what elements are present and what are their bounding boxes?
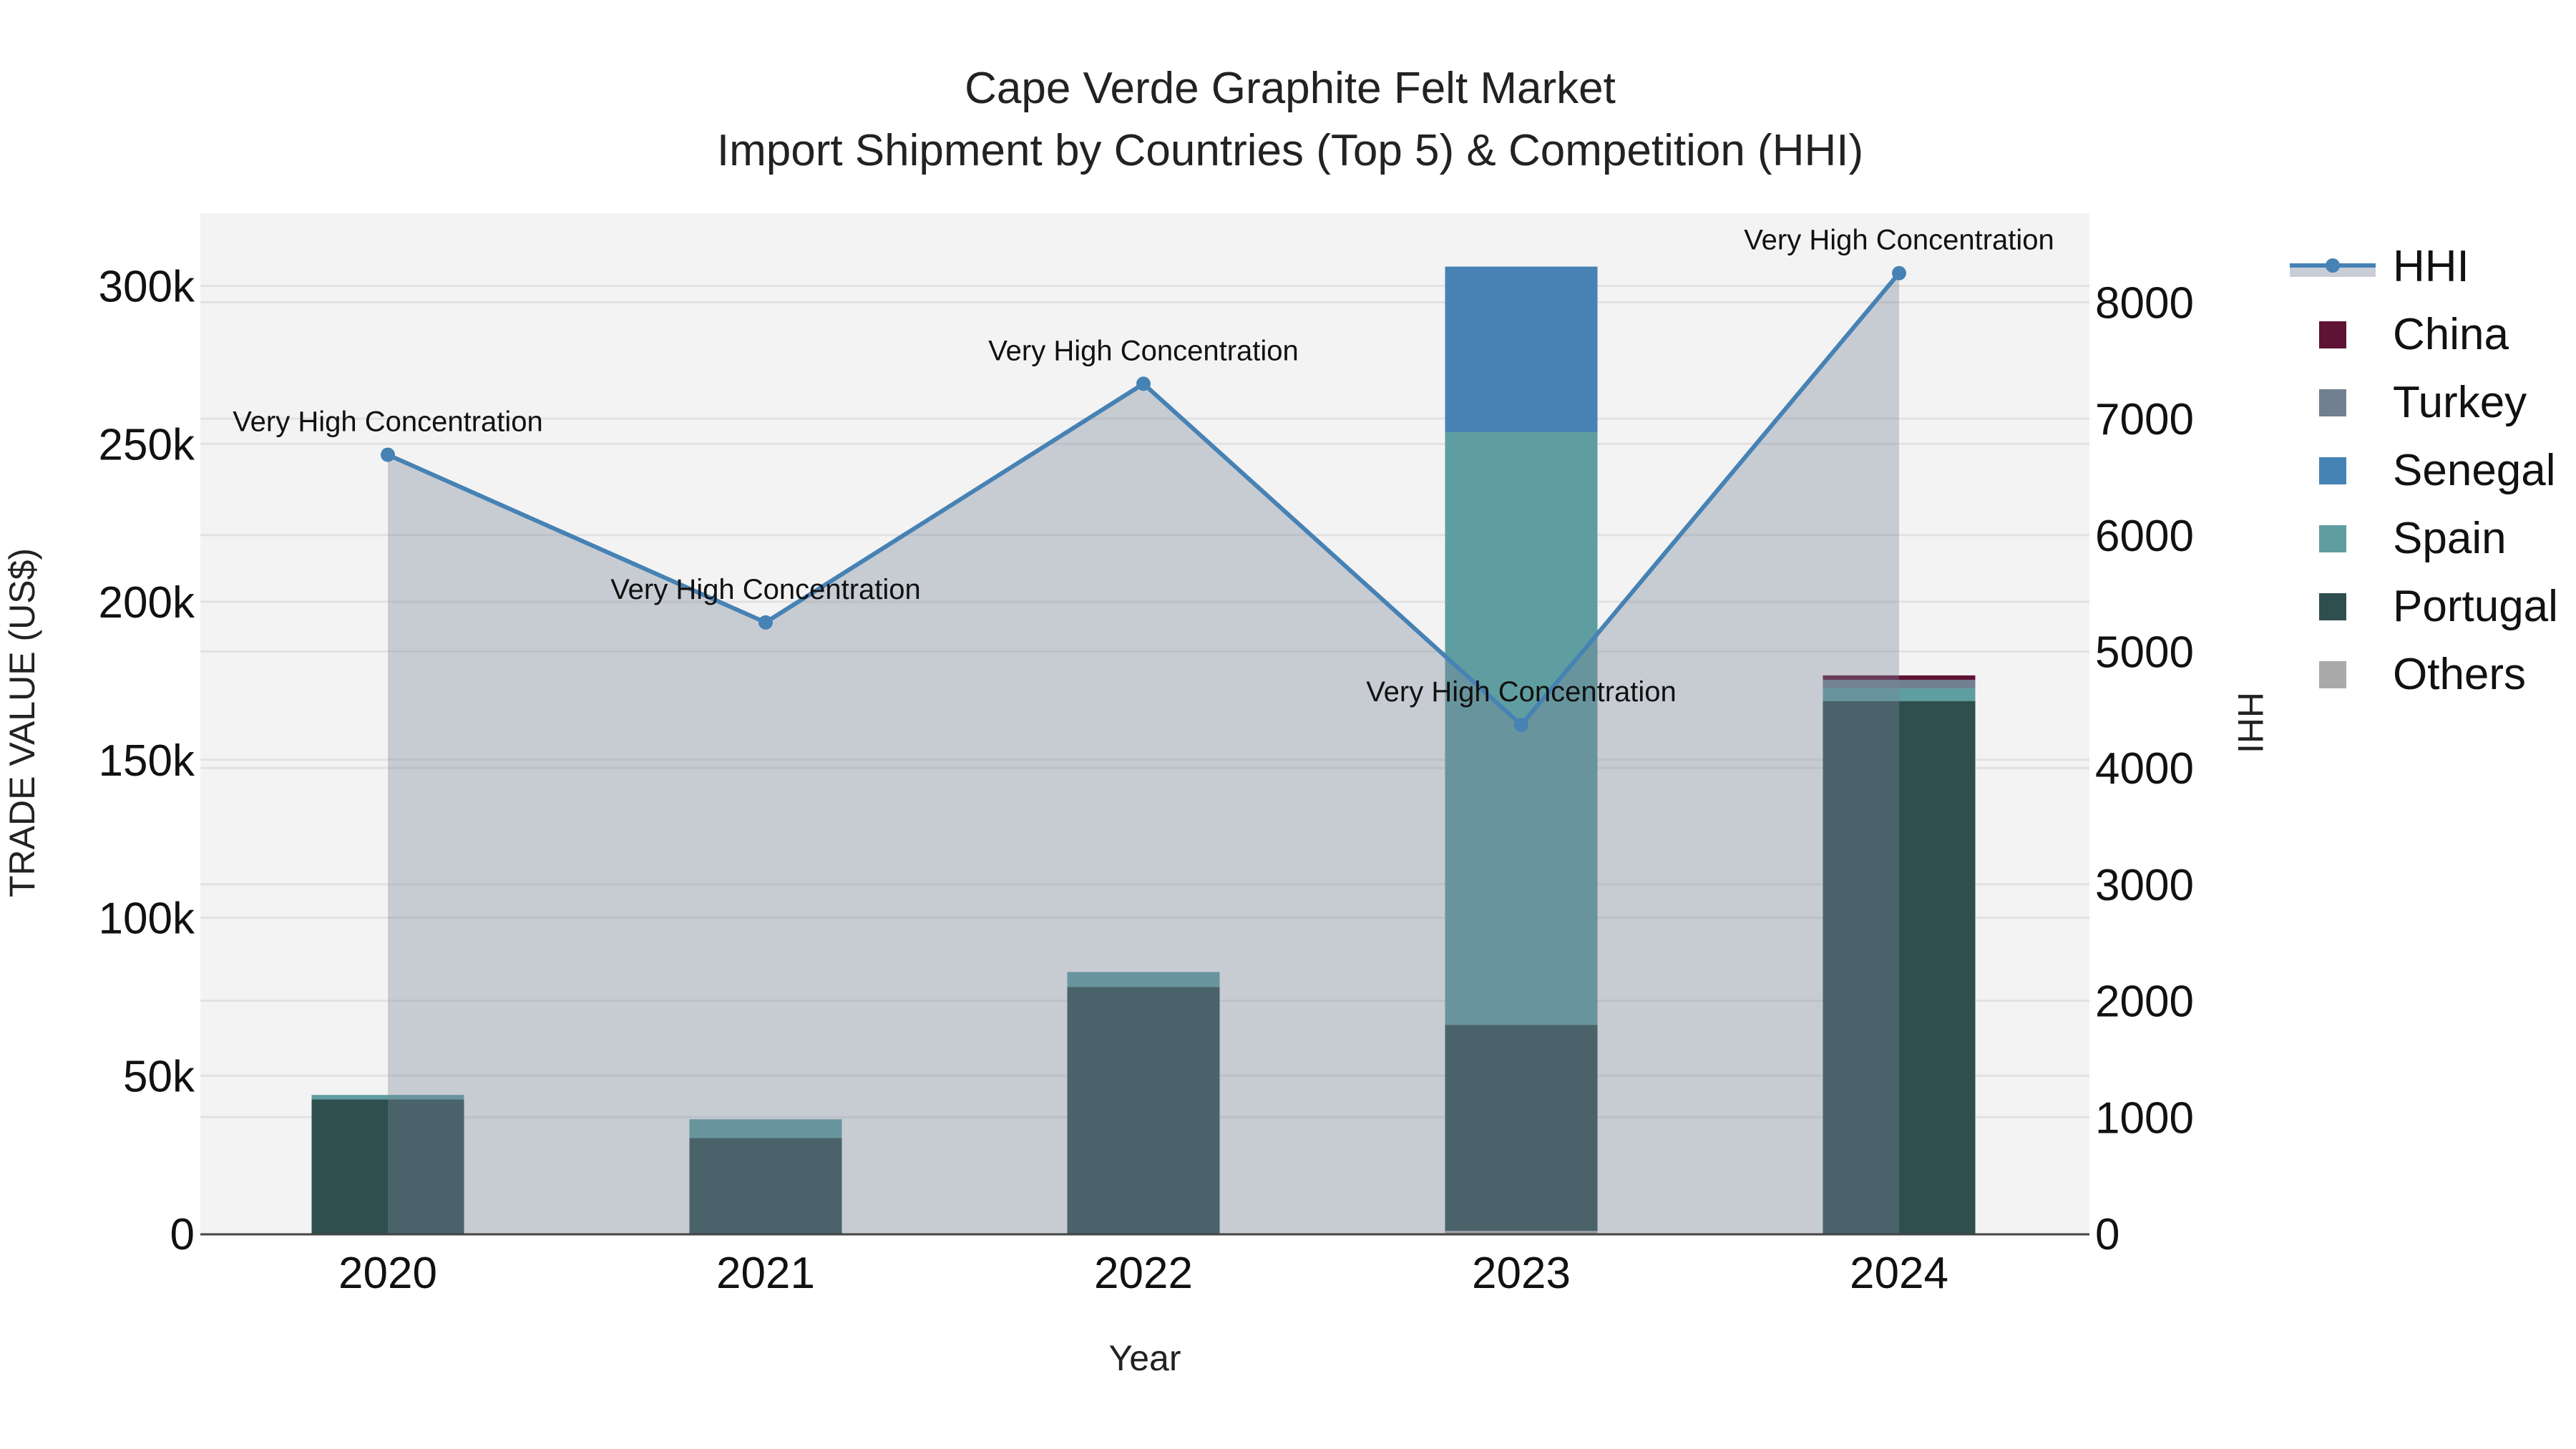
legend-item-spain[interactable]: Spain: [2283, 504, 2558, 572]
y-left-tick-label: 50k: [123, 1052, 195, 1101]
legend-item-hhi[interactable]: HHI: [2283, 233, 2558, 301]
y-left-tick-label: 300k: [99, 263, 195, 312]
bar-segment-spain[interactable]: [1067, 972, 1220, 987]
legend-label: Others: [2393, 650, 2527, 699]
bar-segment-portugal[interactable]: [1067, 987, 1220, 1234]
bar-segment-china[interactable]: [1823, 675, 1976, 680]
hhi-annotation: Very High Concentration: [233, 406, 543, 438]
color-swatch-icon: [2283, 313, 2383, 356]
y-left-tick-label: 0: [170, 1210, 195, 1259]
color-swatch-icon: [2283, 585, 2383, 628]
legend-item-senegal[interactable]: Senegal: [2283, 436, 2558, 504]
legend-label: Portugal: [2393, 582, 2558, 631]
bar-segment-others[interactable]: [1445, 1231, 1598, 1234]
legend-label: Turkey: [2393, 378, 2527, 427]
hhi-annotation: Very High Concentration: [988, 335, 1299, 366]
bar-segment-spain[interactable]: [1823, 688, 1976, 701]
color-swatch-icon: [2283, 517, 2383, 560]
legend-label: Senegal: [2393, 446, 2556, 495]
y-right-tick-label: 4000: [2095, 744, 2194, 794]
hhi-annotation: Very High Concentration: [1744, 225, 2054, 256]
y-right-tick-label: 7000: [2095, 395, 2194, 444]
legend-label: China: [2393, 310, 2509, 359]
bar-segment-portugal[interactable]: [689, 1138, 842, 1234]
x-tick-label: 2023: [1472, 1249, 1571, 1298]
hhi-line: [381, 265, 1906, 733]
y-right-tick-label: 8000: [2095, 278, 2194, 328]
chart-title: Cape Verde Graphite Felt Market: [965, 64, 1616, 113]
bar-2022[interactable]: [1067, 972, 1220, 1234]
x-tick-label: 2021: [716, 1249, 815, 1298]
y-right-tick-label: 3000: [2095, 861, 2194, 910]
y-right-tick-label: 1000: [2095, 1093, 2194, 1143]
y-left-tick-label: 200k: [99, 578, 195, 628]
legend-item-turkey[interactable]: Turkey: [2283, 369, 2558, 436]
y-right-tick-label: 5000: [2095, 628, 2194, 678]
left-axis-ticks: 0 50k 100k 150k 200k 250k 300k: [99, 263, 195, 1260]
bar-segment-senegal[interactable]: [1445, 266, 1598, 432]
y-right-tick-label: 6000: [2095, 512, 2194, 561]
x-axis-ticks: 2020 2021 2022 2023 2024: [338, 1249, 1948, 1298]
hhi-annotation: Very High Concentration: [1366, 676, 1677, 708]
legend-item-china[interactable]: China: [2283, 301, 2558, 369]
hhi-point-2023[interactable]: [1514, 718, 1528, 733]
hhi-point-2020[interactable]: [381, 447, 395, 462]
bar-2023[interactable]: [1445, 266, 1598, 1234]
color-swatch-icon: [2283, 653, 2383, 696]
x-tick-label: 2022: [1094, 1249, 1193, 1298]
right-axis-ticks: 0 1000 2000 3000 4000 5000 6000 7000 8000: [2095, 278, 2194, 1259]
bar-segment-spain[interactable]: [689, 1119, 842, 1138]
line-marker-icon: [2283, 245, 2383, 288]
left-gridlines: [200, 285, 2089, 1077]
bar-segment-portugal[interactable]: [311, 1099, 464, 1234]
color-swatch-icon: [2283, 449, 2383, 492]
y-left-tick-label: 150k: [99, 736, 195, 786]
bar-2024[interactable]: [1823, 675, 1976, 1234]
hhi-area-fill: [388, 273, 1899, 1234]
hhi-point-2021[interactable]: [758, 615, 773, 630]
color-swatch-icon: [2283, 381, 2383, 424]
bar-segment-turkey[interactable]: [1823, 680, 1976, 688]
y-left-tick-label: 250k: [99, 420, 195, 469]
hhi-annotation: Very High Concentration: [610, 574, 921, 605]
x-tick-label: 2024: [1850, 1249, 1948, 1298]
stacked-bars: [311, 266, 1976, 1234]
legend-item-portugal[interactable]: Portugal: [2283, 572, 2558, 640]
bar-2021[interactable]: [689, 1119, 842, 1234]
x-axis-title: Year: [1108, 1338, 1181, 1378]
y-axis-left-title: TRADE VALUE (US$): [2, 548, 42, 897]
legend-label: Spain: [2393, 514, 2507, 563]
hhi-point-2022[interactable]: [1136, 376, 1151, 391]
legend-label: HHI: [2393, 242, 2469, 291]
x-tick-label: 2020: [338, 1249, 437, 1298]
y-right-tick-label: 2000: [2095, 977, 2194, 1027]
y-left-tick-label: 100k: [99, 894, 195, 944]
bar-segment-portugal[interactable]: [1445, 1025, 1598, 1231]
legend-item-others[interactable]: Others: [2283, 640, 2558, 708]
hhi-annotations: Very High Concentration Very High Concent…: [233, 225, 2054, 708]
hhi-point-2024[interactable]: [1892, 265, 1906, 280]
bar-segment-spain[interactable]: [311, 1095, 464, 1100]
hhi-area: [388, 273, 1899, 1234]
bar-2020[interactable]: [311, 1095, 464, 1234]
legend: HHI China Turkey Senegal Spain Portugal Others: [2283, 233, 2558, 708]
bar-segment-portugal[interactable]: [1823, 701, 1976, 1234]
chart-subtitle: Import Shipment by Countries (Top 5) & C…: [716, 126, 1864, 175]
y-axis-right-title: HHI: [2230, 692, 2270, 753]
y-right-tick-label: 0: [2095, 1210, 2119, 1259]
